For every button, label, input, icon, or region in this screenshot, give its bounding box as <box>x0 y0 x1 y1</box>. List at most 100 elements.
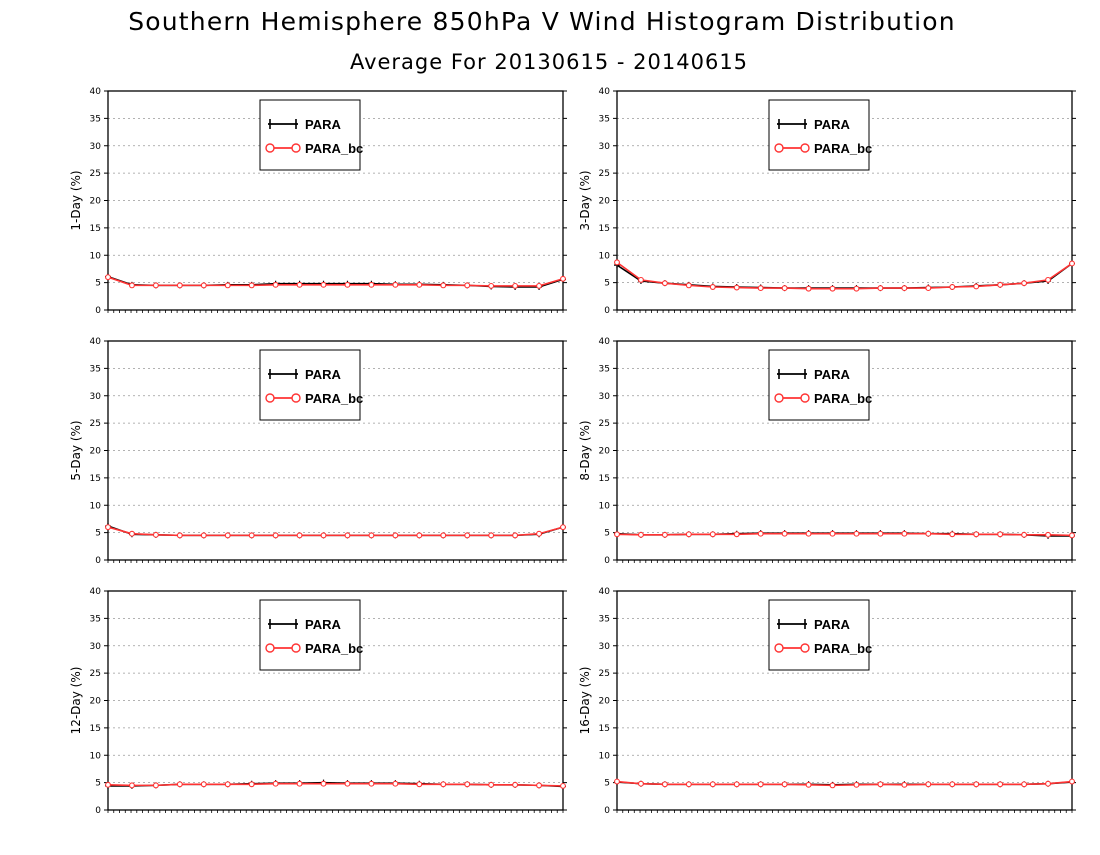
y-tick-label: 35 <box>90 114 101 124</box>
series-point-para-bc <box>128 282 135 289</box>
series-point-para-bc <box>877 530 884 537</box>
series-point-para-bc <box>685 531 692 538</box>
series-line-para-bc <box>107 526 564 537</box>
series-point-para-bc <box>152 282 159 289</box>
y-tick-label: 30 <box>599 142 611 152</box>
y-tick-label: 35 <box>90 364 101 374</box>
series-point-para-bc <box>488 532 495 539</box>
series-point-para-bc <box>1045 780 1052 787</box>
plot-frame <box>107 90 564 311</box>
series-point-para-bc <box>661 280 668 287</box>
legend-label: PARA <box>305 617 341 632</box>
legend-label: PARA_bc <box>305 391 363 406</box>
series-point-para-bc <box>709 531 716 538</box>
y-tick-label: 20 <box>90 697 102 707</box>
series-point-para-bc <box>152 782 159 789</box>
series-point-para-bc <box>637 531 644 538</box>
legend-marker-plus <box>269 119 297 129</box>
series-point-para-bc <box>949 781 956 788</box>
series-point-para-bc <box>685 282 692 289</box>
series-point-para-bc <box>949 531 956 538</box>
series-point-para-bc <box>200 282 207 289</box>
series-point-para-bc <box>685 781 692 788</box>
y-axis-label: 1-Day (%) <box>69 170 83 230</box>
y-tick-label: 40 <box>599 587 611 597</box>
series-point-para-bc <box>853 781 860 788</box>
y-tick-label: 5 <box>95 279 101 289</box>
series-point-para-bc <box>512 781 519 788</box>
series-point-para-bc <box>560 524 566 531</box>
series-point-para-bc <box>512 532 519 539</box>
y-tick-label: 15 <box>599 474 610 484</box>
series-line-para-bc <box>616 780 1073 787</box>
legend-label: PARA_bc <box>305 141 363 156</box>
y-axis-label: 12-Day (%) <box>69 667 83 735</box>
series-point-para-bc <box>877 781 884 788</box>
series-point-para-bc <box>105 524 111 531</box>
series-point-para-bc <box>829 285 836 292</box>
y-tick-label: 15 <box>90 724 101 734</box>
plot-frame <box>107 340 564 561</box>
series-point-para-bc <box>757 530 764 537</box>
series-point-para-bc <box>320 532 327 539</box>
series-point-para-bc <box>901 285 908 292</box>
legend-label: PARA <box>305 117 341 132</box>
chart-panel: 0 5 10 15 20 25 30 35 40 8-Day (%) PARA PARA_bc <box>578 337 1076 566</box>
series-point-para-bc <box>368 281 375 288</box>
series-point-para-bc <box>392 281 399 288</box>
legend-marker-circle <box>774 143 784 153</box>
y-tick-label: 5 <box>604 779 610 789</box>
legend-label: PARA <box>814 617 850 632</box>
series-point-para-bc <box>272 281 279 288</box>
series-point-para-bc <box>105 781 111 788</box>
series-point-para-bc <box>128 530 135 537</box>
legend-marker-circle <box>774 643 784 653</box>
plot-frame <box>616 590 1073 811</box>
series-point-para-bc <box>733 531 740 538</box>
series-point-para-bc <box>560 782 566 789</box>
series-point-para-bc <box>464 781 471 788</box>
series-point-para-bc <box>709 781 716 788</box>
y-tick-label: 10 <box>599 751 611 761</box>
series-point-para-bc <box>272 532 279 539</box>
series-point-para-bc <box>1045 276 1052 283</box>
y-tick-label: 25 <box>90 669 101 679</box>
y-tick-label: 40 <box>599 87 611 97</box>
legend-marker-plus <box>778 369 806 379</box>
series-point-para-bc <box>1021 781 1028 788</box>
legend-marker-circle <box>265 393 275 403</box>
figure-subtitle: Average For 20130615 - 20140615 <box>350 50 748 74</box>
y-tick-label: 0 <box>604 556 610 566</box>
legend-marker-circle <box>291 393 301 403</box>
legend: PARA PARA_bc <box>259 349 363 421</box>
series-point-para-bc <box>614 259 620 266</box>
chart-panel: 0 5 10 15 20 25 30 35 40 16-Day (%) PARA PARA_bc <box>578 587 1076 816</box>
y-tick-label: 30 <box>90 642 102 652</box>
y-tick-label: 35 <box>599 364 610 374</box>
series-point-para-bc <box>805 285 812 292</box>
legend-label: PARA <box>814 367 850 382</box>
legend-marker-circle <box>774 393 784 403</box>
series-point-para-bc <box>973 531 980 538</box>
series-point-para-bc <box>368 780 375 787</box>
figure-title: Southern Hemisphere 850hPa V Wind Histog… <box>128 7 956 36</box>
y-tick-label: 25 <box>90 169 101 179</box>
series-point-para-bc <box>661 781 668 788</box>
series-point-para-bc <box>536 782 543 789</box>
y-tick-label: 15 <box>90 224 101 234</box>
series-point-para-bc <box>296 281 303 288</box>
y-tick-label: 40 <box>90 337 102 347</box>
series-point-para-bc <box>901 781 908 788</box>
series-point-para-bc <box>560 275 566 282</box>
series-point-para-bc <box>440 532 447 539</box>
y-tick-label: 30 <box>599 392 611 402</box>
series-point-para-bc <box>200 781 207 788</box>
legend-marker-circle <box>800 393 810 403</box>
series-point-para-bc <box>488 781 495 788</box>
series-point-para-bc <box>368 532 375 539</box>
series-point-para-bc <box>829 530 836 537</box>
y-tick-label: 10 <box>599 501 611 511</box>
series-point-para-bc <box>224 532 231 539</box>
series-point-para-bc <box>1045 531 1052 538</box>
